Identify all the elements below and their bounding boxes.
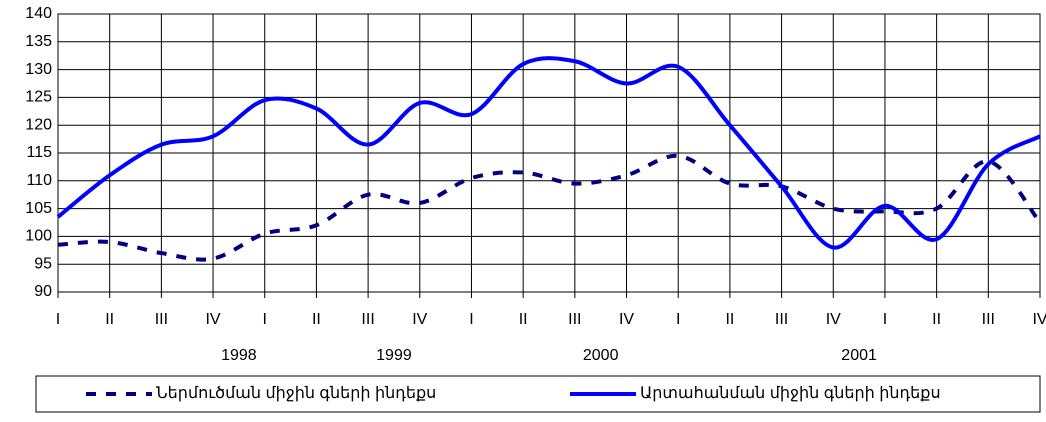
year-label: 1999 [376, 347, 412, 364]
y-tick-label: 105 [25, 200, 52, 217]
x-tick-label: I [469, 311, 473, 328]
x-tick-label: IV [826, 311, 841, 328]
x-tick-label: III [155, 311, 168, 328]
y-tick-label: 115 [26, 144, 52, 161]
y-tick-label: 110 [26, 172, 52, 189]
plot-frame [57, 13, 1041, 293]
x-tick-label: III [361, 311, 374, 328]
year-label: 1998 [221, 347, 257, 364]
x-tick-label: III [982, 311, 995, 328]
y-tick-label: 140 [25, 5, 52, 22]
y-tick-label: 95 [34, 255, 52, 272]
x-tick-label: III [775, 311, 788, 328]
x-tick-label: I [263, 311, 267, 328]
x-tick-label: II [519, 311, 528, 328]
x-tick-label: I [883, 311, 887, 328]
y-tick-label: 120 [25, 116, 52, 133]
legend-label: Ներմուծման միջին գների ինդեքս [156, 385, 436, 402]
y-tick-label: 100 [25, 228, 52, 245]
x-tick-label: I [56, 311, 60, 328]
legend-box [35, 375, 1041, 413]
x-tick-label: IV [412, 311, 427, 328]
x-tick-label: I [676, 311, 680, 328]
x-tick-label: II [932, 311, 941, 328]
y-tick-label: 125 [25, 89, 52, 106]
series-line [57, 153, 1042, 262]
y-tick-label: 90 [34, 283, 52, 300]
y-tick-label: 135 [25, 33, 52, 50]
legend-label: Արտահանման միջին գների ինդեքս [640, 385, 941, 402]
y-tick-label: 130 [25, 61, 52, 78]
x-tick-label: IV [619, 311, 634, 328]
x-tick-label: III [568, 311, 581, 328]
x-tick-label: II [725, 311, 734, 328]
x-tick-label: IV [205, 311, 220, 328]
x-tick-label: II [312, 311, 321, 328]
year-label: 2001 [841, 347, 877, 364]
x-tick-label: II [105, 311, 114, 328]
year-label: 2000 [583, 347, 619, 364]
series-line [56, 56, 1041, 250]
x-tick-label: IV [1032, 311, 1046, 328]
